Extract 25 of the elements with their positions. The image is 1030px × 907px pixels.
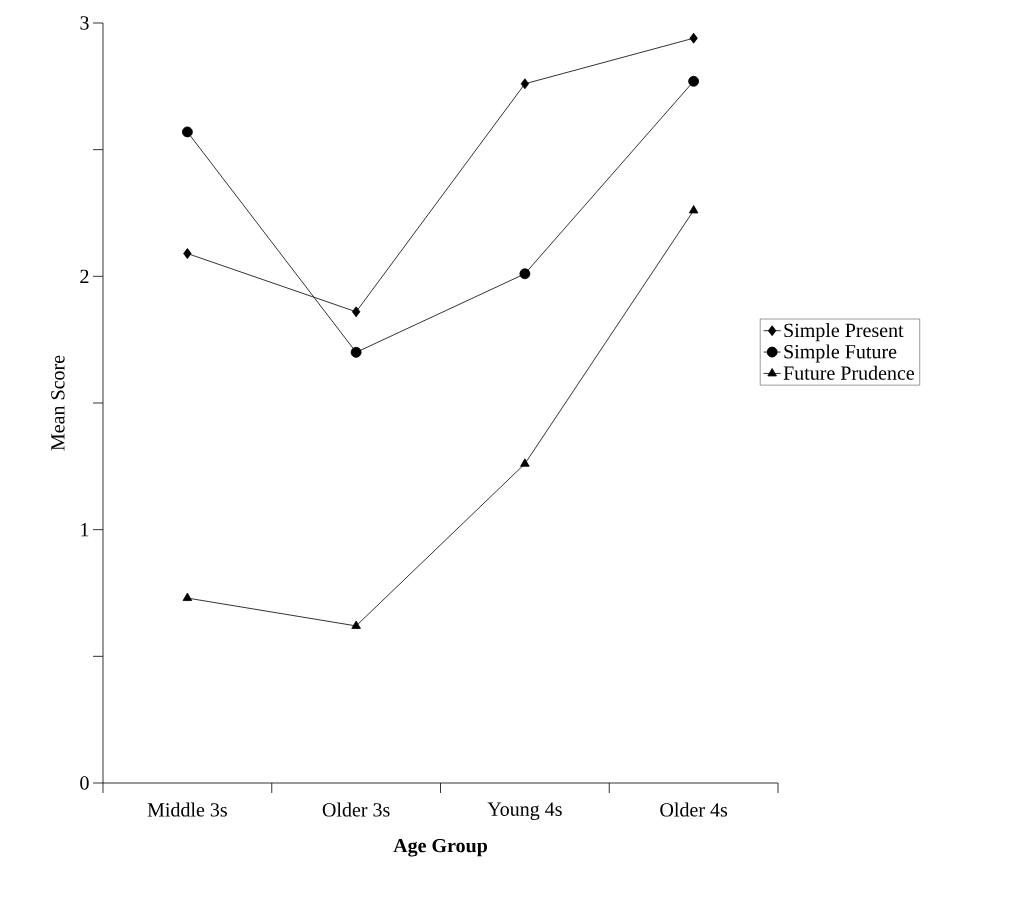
- point: [350, 346, 362, 358]
- y-tick-label: 1: [81, 523, 89, 537]
- x-tick-label: Older 3s: [322, 802, 390, 817]
- point: [688, 75, 700, 87]
- point: [183, 248, 192, 259]
- point: [689, 32, 698, 44]
- x-axis-title: Age Group: [393, 838, 488, 857]
- x-tick-label: Middle 3s: [147, 802, 227, 817]
- point: [688, 205, 699, 214]
- x-tick-label: Young 4s: [487, 802, 562, 821]
- point: [520, 78, 530, 90]
- point: [181, 126, 193, 138]
- x-tick-label: Older 4s: [660, 802, 728, 817]
- y-tick-label: 2: [80, 269, 89, 283]
- y-tick-label: 3: [80, 16, 89, 30]
- legend-label: Simple Present: [784, 323, 904, 342]
- y-axis-title: Mean Score: [51, 355, 65, 451]
- point: [519, 268, 531, 280]
- legend-label: Simple Future: [784, 344, 897, 363]
- y-tick-label: 0: [80, 776, 89, 790]
- legend-label: Future Prudence: [783, 365, 915, 380]
- point: [182, 592, 193, 601]
- point: [520, 458, 530, 467]
- point: [351, 620, 361, 629]
- point: [351, 306, 361, 318]
